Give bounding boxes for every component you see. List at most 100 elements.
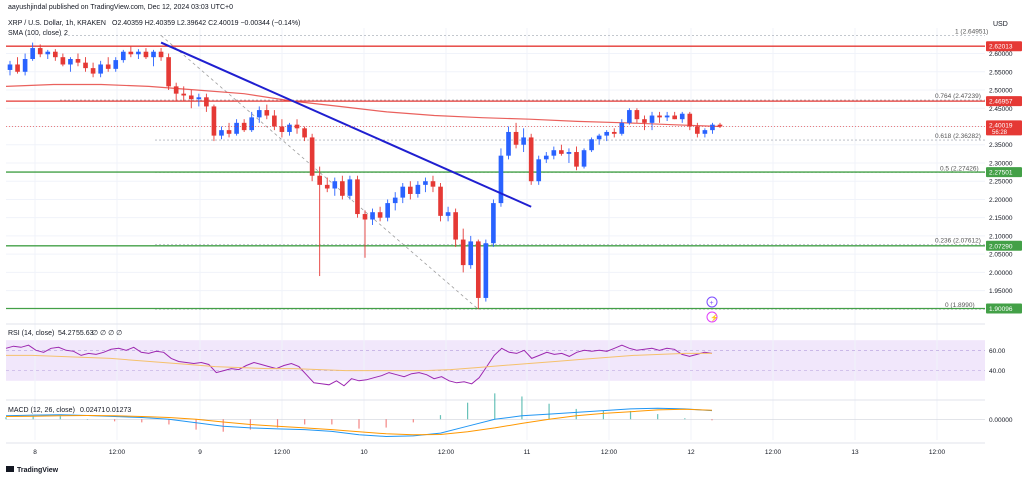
macd-label: MACD (12, 26, close) (8, 407, 75, 414)
candle-body (324, 184, 330, 189)
macd-hist-bar (5, 417, 7, 420)
candle (415, 181, 421, 198)
macd-hist-bar (439, 415, 442, 420)
candle-body (408, 186, 413, 194)
currency-label: USD (993, 21, 1008, 28)
rsi-tick-label: 60.00 (989, 348, 1006, 355)
candle (445, 206, 451, 222)
y-tick-label: 2.55000 (989, 69, 1013, 76)
candle (355, 175, 360, 218)
candle-body (158, 51, 164, 58)
macd-hist-bar (59, 416, 61, 420)
candle-body (385, 203, 390, 218)
candle-body (438, 186, 443, 216)
candle-body (166, 57, 171, 87)
candle-body (528, 137, 534, 182)
candle (581, 148, 587, 169)
candle (627, 108, 632, 125)
candle-body (30, 48, 35, 60)
svg-text:⚡: ⚡ (710, 313, 719, 322)
candle-body (483, 243, 489, 298)
y-tick-label: 2.05000 (989, 252, 1013, 259)
candle (158, 48, 164, 61)
candle-body (445, 212, 451, 216)
candle (664, 111, 670, 122)
rsi-band (6, 340, 985, 381)
y-tick-label: 2.50000 (989, 88, 1013, 95)
candle (249, 111, 255, 132)
candle (37, 44, 43, 58)
price-tags: 2.62013 2.46957 2.27501 2.07290 1.90096 2.400… (6, 41, 1022, 314)
svg-text:+: + (710, 300, 714, 307)
candle (309, 133, 315, 182)
level-tag (986, 167, 1022, 178)
fib-label: 0.5 (2.27426) (940, 165, 979, 172)
candle-body (672, 115, 677, 120)
macd-hist-bar (494, 393, 496, 420)
macd-hist-bar (222, 419, 224, 432)
candle (136, 49, 141, 60)
candle-body (264, 110, 270, 116)
candle (566, 148, 572, 163)
candle (75, 53, 81, 67)
candle (657, 111, 662, 123)
candle-body (649, 115, 655, 123)
candle (204, 93, 209, 112)
candle (7, 60, 13, 76)
candle-body (581, 150, 587, 167)
macd-hist-bar (195, 419, 197, 430)
candle (264, 104, 270, 120)
candle (649, 111, 655, 131)
candle-body (22, 59, 28, 72)
fib-label: 0.764 (2.47239) (935, 93, 981, 100)
candle (408, 181, 413, 200)
candle-body (702, 130, 708, 134)
candle-body (256, 110, 262, 118)
flash-icon[interactable]: ⚡ (706, 311, 719, 323)
candle (332, 177, 338, 196)
candle-body (717, 124, 723, 127)
macd-hist-bar (358, 419, 360, 429)
candle-body (143, 51, 149, 58)
candle (15, 57, 20, 74)
x-tick-label: 12:00 (438, 449, 455, 456)
x-tick-label: 12:00 (109, 449, 126, 456)
candle (710, 122, 715, 134)
candle-body (241, 122, 247, 131)
candle (619, 119, 625, 136)
alert-icon[interactable]: + (706, 296, 718, 308)
candle (120, 49, 126, 63)
candle (377, 206, 383, 222)
candle-body (7, 64, 13, 70)
publisher-text: aayushjindal published on TradingView.co… (8, 4, 233, 11)
candle-body (309, 137, 315, 176)
candle-body (113, 60, 119, 69)
candle (181, 86, 187, 101)
footer-brand: TradingView (17, 467, 59, 474)
candle (521, 128, 526, 153)
candle-body (627, 110, 632, 123)
level-tag (986, 240, 1022, 251)
x-tick-label: 12:00 (601, 449, 618, 456)
level-tag-label: 2.07290 (989, 243, 1013, 250)
candle-body (226, 130, 232, 134)
candle-body (687, 113, 693, 127)
candle-body (128, 51, 134, 55)
candle-body (279, 126, 285, 132)
macd-hist-bar (711, 419, 713, 421)
candle (53, 49, 58, 61)
candle (166, 53, 171, 91)
x-tick-label: 11 (524, 449, 531, 456)
candle-body (460, 239, 466, 266)
macd-hist-bar (575, 408, 577, 420)
macd-hist-bar (385, 419, 387, 428)
candle (453, 208, 458, 247)
candle-body (559, 150, 564, 154)
macd-signal-line (5, 408, 713, 436)
candle (45, 49, 51, 60)
candle (211, 104, 217, 142)
candle-body (506, 131, 511, 156)
candle-body (695, 126, 700, 134)
candle (589, 137, 594, 153)
candle-body (415, 184, 421, 194)
